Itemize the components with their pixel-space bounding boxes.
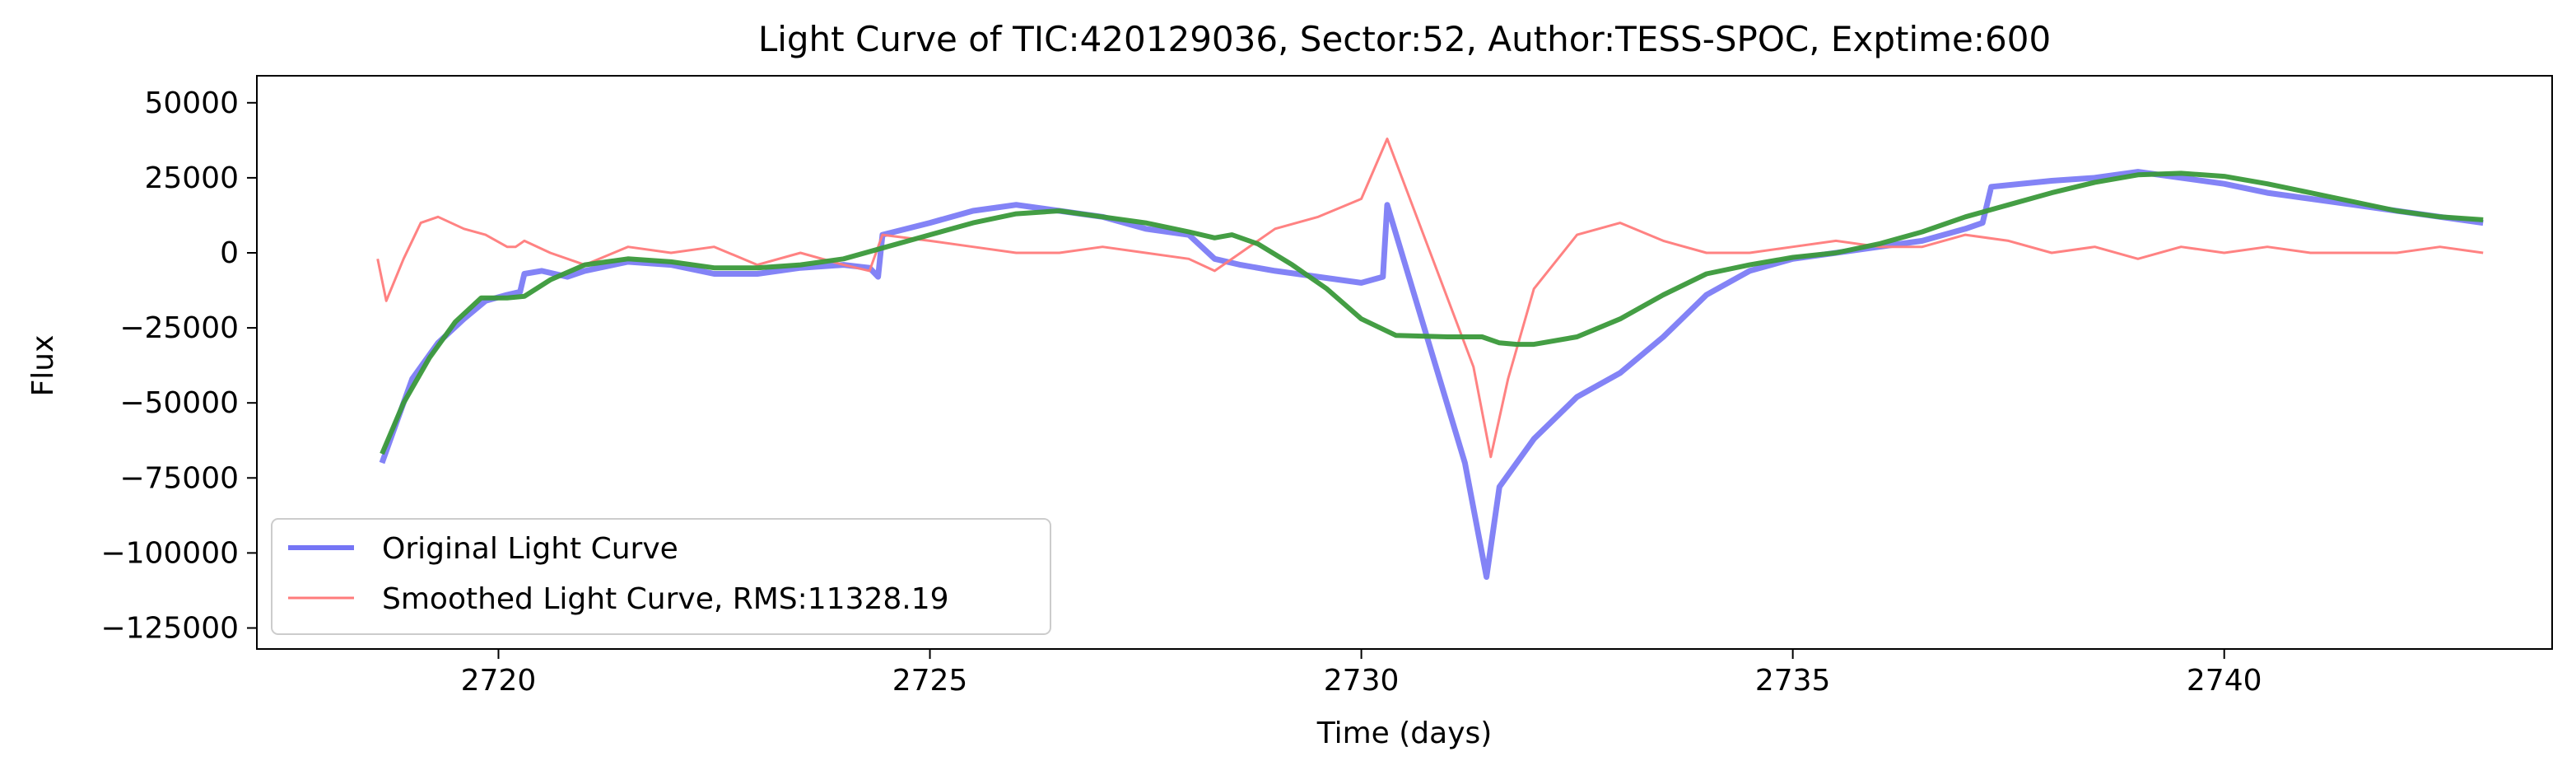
y-axis-label: Flux [26,335,60,397]
y-tick-label: −125000 [100,611,239,645]
x-tick-label: 2735 [1755,664,1831,698]
x-tick-label: 2740 [2187,664,2262,698]
x-axis: 2720 2725 2730 2735 2740 [461,649,2262,698]
y-tick-label: −50000 [119,386,239,420]
y-axis: 50000 25000 0 −25000 −50000 −75000 −100000 −125… [100,86,257,645]
y-tick-label: 50000 [144,86,239,120]
y-tick-label: −25000 [119,311,239,345]
x-tick-label: 2730 [1324,664,1400,698]
legend-box [271,518,1051,635]
x-tick-label: 2725 [892,664,968,698]
series-line-trend [380,170,2484,455]
plot-area-frame [256,75,2553,650]
y-tick-label: −100000 [100,536,239,570]
series-line-original [379,169,2484,580]
chart-title: Light Curve of TIC:420129036, Sector:52,… [758,19,2051,59]
legend: Original Light Curve Smoothed Light Curv… [271,518,1051,635]
x-axis-label: Time (days) [1316,717,1493,750]
y-tick-label: −75000 [119,461,239,495]
legend-label-smoothed: Smoothed Light Curve, RMS:11328.19 [382,582,949,616]
y-tick-label: 0 [220,236,239,270]
y-tick-label: 25000 [144,161,239,195]
legend-label-original: Original Light Curve [382,532,678,566]
x-tick-label: 2720 [461,664,537,698]
series-line-smoothed [376,138,2484,459]
